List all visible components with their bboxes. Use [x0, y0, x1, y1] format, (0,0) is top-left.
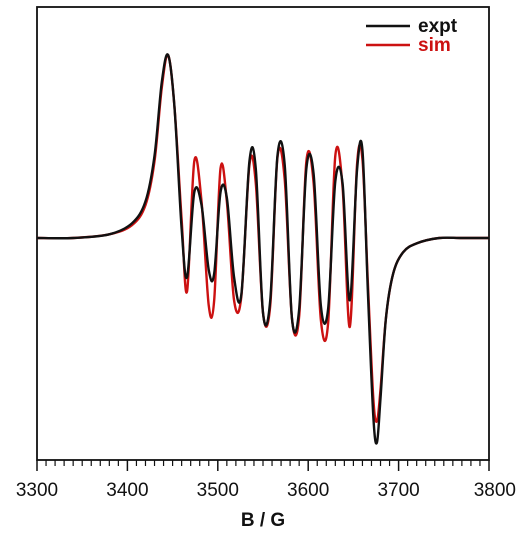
x-tick-label: 3500	[197, 480, 239, 501]
x-tick-label: 3300	[16, 480, 58, 501]
x-axis-label: B / G	[241, 510, 285, 531]
x-tick-labels: 3300 3400 3500 3600 3700 3800	[16, 480, 516, 501]
x-tick-label: 3400	[106, 480, 148, 501]
legend-label-sim: sim	[418, 35, 451, 56]
series-lines	[36, 53, 489, 445]
x-minor-ticks	[45, 460, 481, 466]
legend-label-expt: expt	[418, 16, 458, 37]
series-line-expt	[36, 53, 489, 445]
x-tick-label: 3700	[377, 480, 419, 501]
x-tick-label: 3800	[474, 480, 516, 501]
x-major-ticks	[36, 460, 490, 471]
x-tick-label: 3600	[287, 480, 329, 501]
series-line-sim	[36, 53, 489, 423]
plot-frame	[36, 6, 490, 461]
